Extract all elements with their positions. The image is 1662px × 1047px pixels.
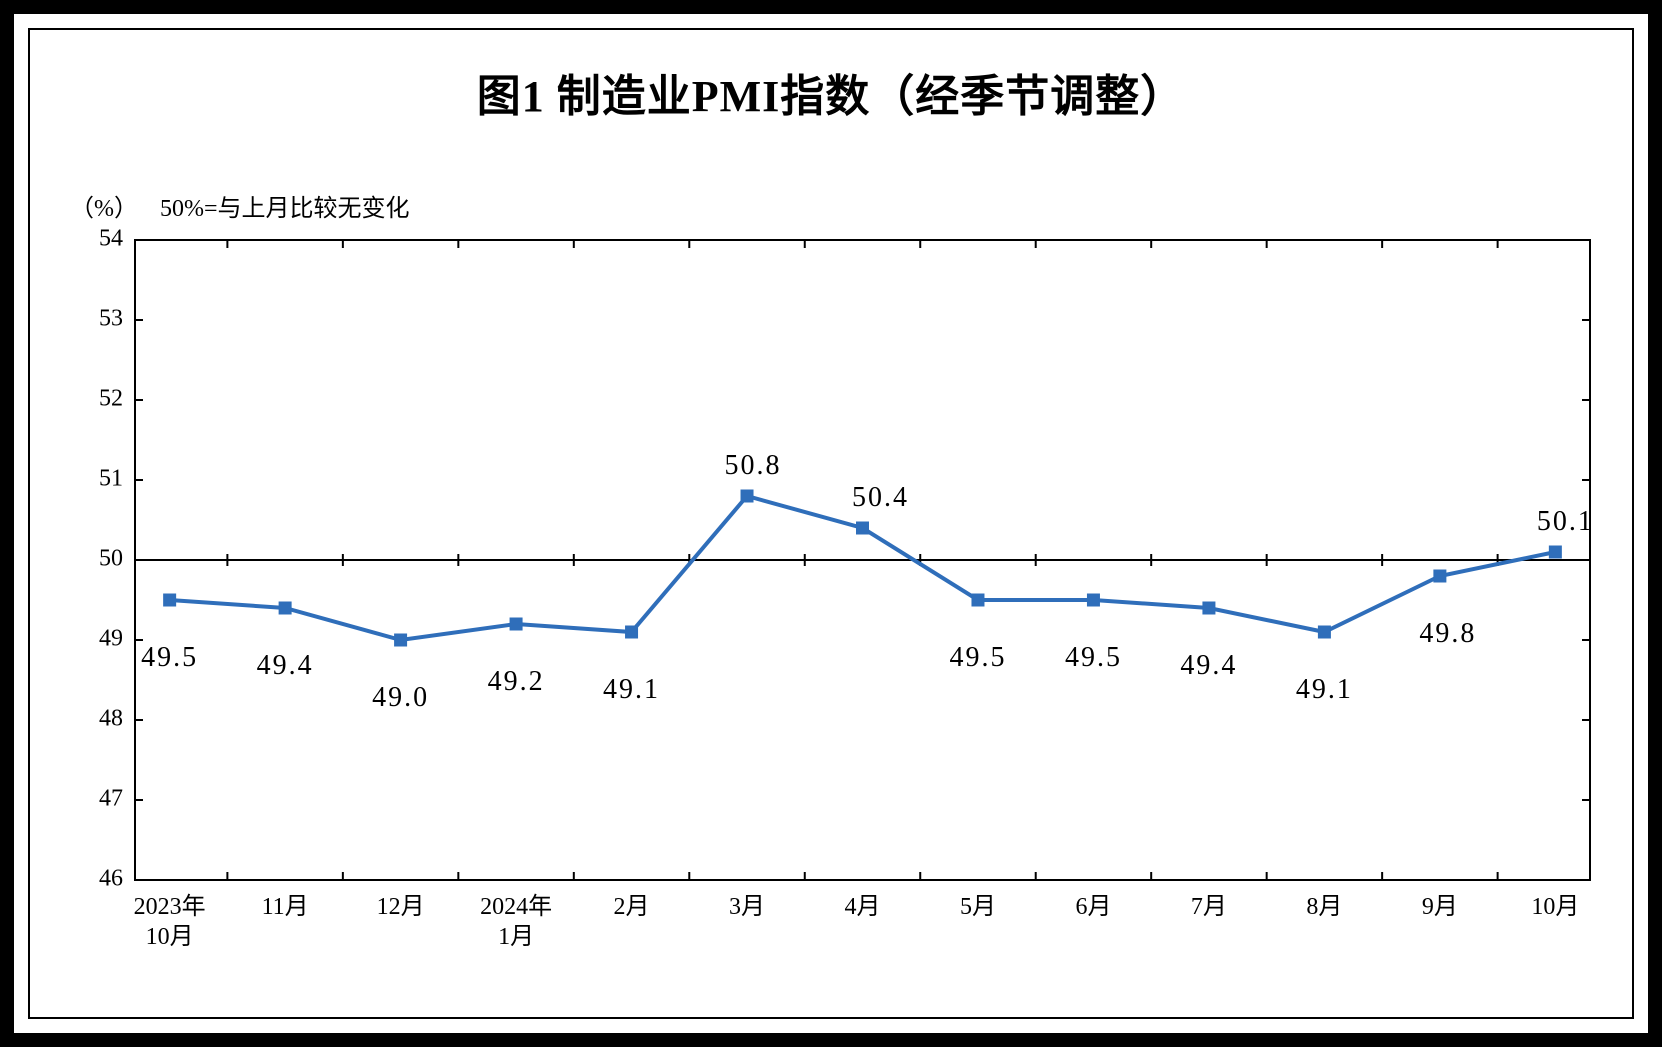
data-marker [510,618,522,630]
y-tick-label: 53 [99,306,123,332]
data-label: 49.5 [141,642,198,673]
data-marker [626,626,638,638]
y-tick-label: 48 [99,706,123,732]
chart-title: 图1 制造业PMI指数（经季节调整） [30,60,1632,124]
data-marker [1203,602,1215,614]
data-label: 49.4 [257,650,314,681]
data-marker [279,602,291,614]
data-marker [1434,570,1446,582]
data-marker [1318,626,1330,638]
data-marker [164,594,176,606]
data-label: 49.2 [488,666,545,697]
x-tick-label: 2月 [614,894,650,920]
data-line [170,496,1556,640]
x-tick-label: 9月 [1422,894,1458,920]
data-label: 49.5 [949,642,1006,673]
x-tick-label: 1月 [498,924,534,950]
line-chart: 46 47 48 49 50 51 52 53 54 2023年 10月 11月 12月 2024年 1月 2… [30,180,1626,1030]
x-tick-label: 4月 [845,894,881,920]
x-tick-label: 7月 [1191,894,1227,920]
x-tick-label: 11月 [262,894,309,920]
data-marker [395,634,407,646]
data-label: 49.0 [372,682,429,713]
x-tick-label: 2023年 [134,893,206,920]
data-label: 49.8 [1419,618,1476,649]
data-label: 50.8 [725,450,782,481]
x-tick-label: 5月 [960,894,996,920]
data-label: 49.4 [1180,650,1237,681]
x-tick-label: 6月 [1075,894,1111,920]
x-tick-label: 3月 [729,894,765,920]
data-marker [972,594,984,606]
x-tick-label: 10月 [146,924,194,950]
x-tick-label: 10月 [1531,894,1579,920]
y-tick-label: 50 [99,546,123,572]
y-tick-label: 49 [99,626,123,652]
x-tick-label: 2024年 [480,893,552,920]
data-label: 49.1 [603,674,660,705]
data-label: 49.5 [1065,642,1122,673]
data-label: 50.4 [852,482,909,513]
y-tick-label: 51 [99,466,123,492]
data-marker [857,522,869,534]
y-tick-label: 52 [99,386,123,412]
x-tick-label: 12月 [377,894,425,920]
data-marker [1087,594,1099,606]
x-tick-label: 8月 [1306,894,1342,920]
y-tick-label: 47 [99,786,123,812]
y-tick-label: 54 [99,226,123,252]
outer-border: 图1 制造业PMI指数（经季节调整） （%） 50%=与上月比较无变化 4647… [0,0,1662,1047]
data-marker [741,490,753,502]
y-tick-label: 46 [99,866,123,892]
data-label: 50.1 [1537,506,1594,537]
inner-border: 图1 制造业PMI指数（经季节调整） （%） 50%=与上月比较无变化 4647… [28,28,1634,1019]
data-marker [1549,546,1561,558]
data-label: 49.1 [1296,674,1353,705]
